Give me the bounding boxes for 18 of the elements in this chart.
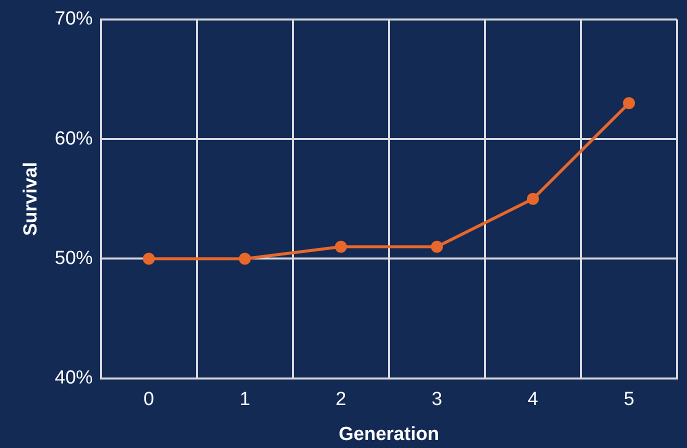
x-tick-label: 0 bbox=[144, 389, 154, 410]
y-axis-title: Survival bbox=[20, 162, 42, 236]
x-tick-label: 1 bbox=[240, 389, 250, 410]
x-tick-label: 5 bbox=[624, 389, 634, 410]
point bbox=[334, 240, 347, 253]
point bbox=[238, 252, 251, 265]
y-tick-label: 50% bbox=[54, 248, 93, 269]
x-tick-label: 4 bbox=[528, 389, 539, 410]
x-tick-label: 2 bbox=[336, 389, 346, 410]
x-tick-label: 3 bbox=[432, 389, 442, 410]
y-tick-label: 40% bbox=[54, 368, 93, 389]
point bbox=[430, 240, 443, 253]
point bbox=[622, 97, 635, 110]
point bbox=[142, 252, 155, 265]
x-axis-title: Generation bbox=[338, 424, 440, 445]
y-tick-label: 70% bbox=[54, 8, 93, 30]
point bbox=[526, 192, 539, 205]
y-tick-label: 60% bbox=[54, 128, 93, 150]
